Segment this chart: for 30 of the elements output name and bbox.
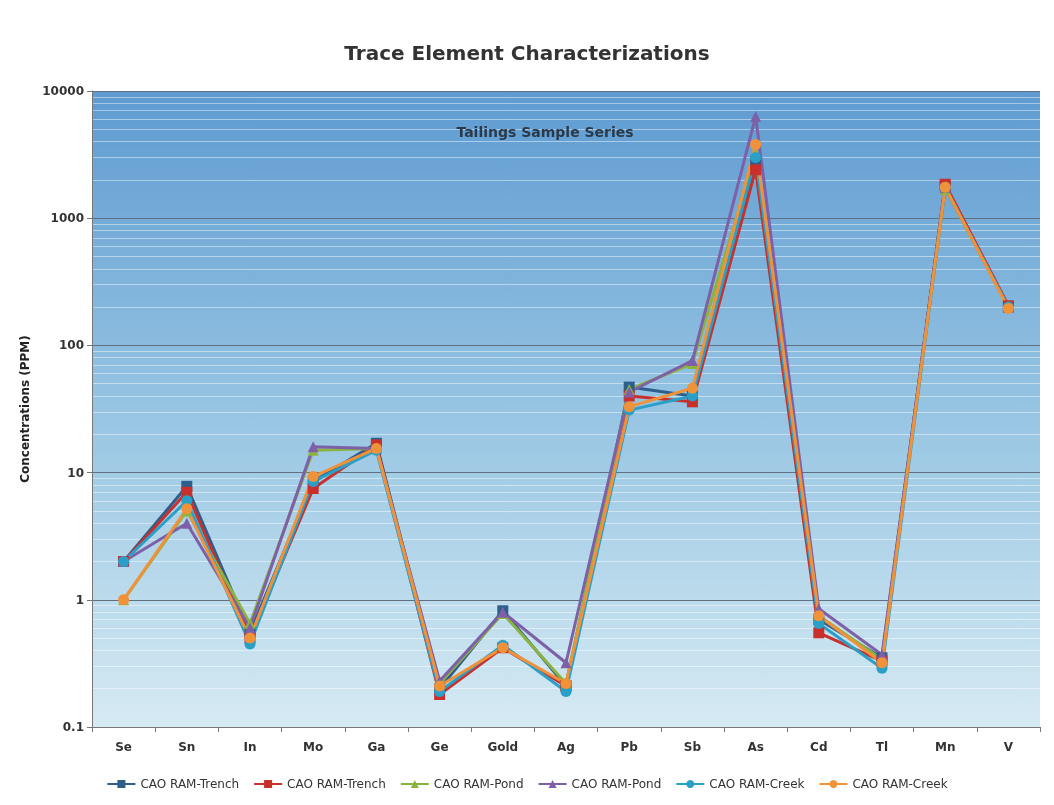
y-tick-label: 10000	[42, 84, 84, 98]
y-tick-label: 1000	[50, 211, 84, 226]
legend-label: CAO RAM-Creek	[709, 777, 805, 791]
x-tick-label: Ga	[367, 740, 386, 754]
legend-label: CAO RAM-Trench	[140, 777, 240, 791]
x-tick-label: Sn	[178, 740, 196, 754]
legend-label: CAO RAM-Pond	[433, 777, 524, 791]
text: Tailings Sample Series	[456, 124, 634, 140]
x-tick-label: Ge	[430, 740, 449, 754]
x-tick-label: Ag	[557, 740, 575, 754]
legend-label: CAO RAM-Trench	[287, 777, 386, 791]
legend-label: CAO RAM-Creek	[852, 777, 948, 791]
y-tick-label: 10	[67, 465, 84, 480]
x-tick-label: Mn	[934, 740, 956, 754]
x-tick-label: Pb	[620, 740, 639, 754]
x-tick-label: Gold	[487, 740, 519, 754]
y-tick-label: 100	[58, 338, 84, 353]
x-tick-label: Mo	[303, 740, 324, 754]
x-tick-label: V	[1003, 740, 1014, 754]
y-tick-label: 1	[75, 592, 84, 607]
chart-title: Trace Element Characterizations	[344, 41, 710, 65]
y-tick-label: 0.1	[62, 720, 84, 734]
x-tick-label: Sb	[683, 740, 702, 754]
x-tick-label: As	[747, 740, 764, 754]
legend-label: CAO RAM-Pond	[571, 777, 662, 791]
x-tick-label: Tl	[875, 740, 889, 754]
x-tick-label: Se	[115, 740, 132, 754]
y-axis-title: Concentrations (PPM)	[18, 335, 33, 483]
x-tick-label: In	[243, 740, 257, 754]
x-tick-label: Cd	[810, 740, 828, 754]
